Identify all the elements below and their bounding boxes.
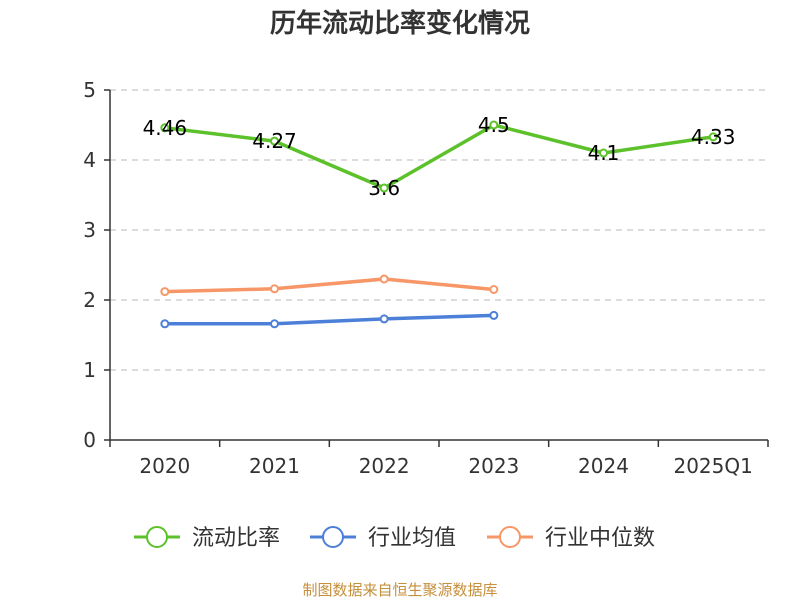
y-tick-label: 4 xyxy=(83,148,96,172)
data-point[interactable] xyxy=(379,314,389,324)
data-point[interactable] xyxy=(270,319,279,329)
legend-marker xyxy=(322,526,344,548)
axes: 0 1 2 3 4 5 2020 2021 2022 2023 2024 2025Q1 xyxy=(83,78,769,478)
x-tick-label: 2024 xyxy=(578,454,629,478)
y-tick-label: 5 xyxy=(83,78,96,102)
x-tick-label: 2021 xyxy=(249,454,300,478)
data-point[interactable] xyxy=(270,284,279,294)
legend-item[interactable]: 流动比率 xyxy=(134,526,280,551)
data-point[interactable] xyxy=(599,148,608,158)
x-tick-label: 2023 xyxy=(468,454,519,478)
data-point[interactable] xyxy=(270,136,279,146)
data-point[interactable] xyxy=(160,319,170,329)
data-label: 4.27 xyxy=(252,129,297,153)
x-tick-label: 2025Q1 xyxy=(673,454,752,478)
data-label: 3.6 xyxy=(368,176,400,200)
y-tick-label: 1 xyxy=(83,358,96,382)
data-point[interactable] xyxy=(379,183,389,193)
data-point[interactable] xyxy=(489,120,499,130)
data-point[interactable] xyxy=(379,274,389,284)
legend-item[interactable]: 行业中位数 xyxy=(487,526,655,551)
data-point[interactable] xyxy=(489,285,499,294)
data-point[interactable] xyxy=(160,123,170,133)
y-tick-label: 0 xyxy=(83,428,96,452)
data-label: 4.33 xyxy=(691,125,736,149)
legend-label: 行业中位数 xyxy=(545,526,655,551)
data-label: 4.46 xyxy=(143,116,188,140)
chart-title: 历年流动比率变化情况 xyxy=(270,8,530,39)
series-line xyxy=(163,123,715,190)
series-lines xyxy=(160,120,718,329)
data-point[interactable] xyxy=(708,132,718,142)
legend-label: 行业均值 xyxy=(368,526,456,551)
y-tick-label: 2 xyxy=(83,288,96,312)
data-label: 4.5 xyxy=(478,113,510,137)
source-note: 制图数据来自恒生聚源数据库 xyxy=(302,581,497,599)
x-tick-label: 2022 xyxy=(359,454,410,478)
legend[interactable]: 流动比率 行业均值 行业中位数 xyxy=(134,526,655,551)
x-tick-label: 2020 xyxy=(139,454,190,478)
series-line xyxy=(163,313,496,326)
y-tick-label: 3 xyxy=(83,218,96,242)
data-label: 4.1 xyxy=(588,141,620,165)
legend-item[interactable]: 行业均值 xyxy=(310,526,456,551)
series-line xyxy=(163,277,496,294)
data-point[interactable] xyxy=(489,310,499,320)
data-point[interactable] xyxy=(160,287,170,297)
legend-marker xyxy=(146,526,168,548)
legend-label: 流动比率 xyxy=(192,526,280,551)
legend-marker xyxy=(499,526,521,548)
data-labels: 4.46 4.27 3.6 4.5 4.1 4.33 xyxy=(143,113,736,200)
